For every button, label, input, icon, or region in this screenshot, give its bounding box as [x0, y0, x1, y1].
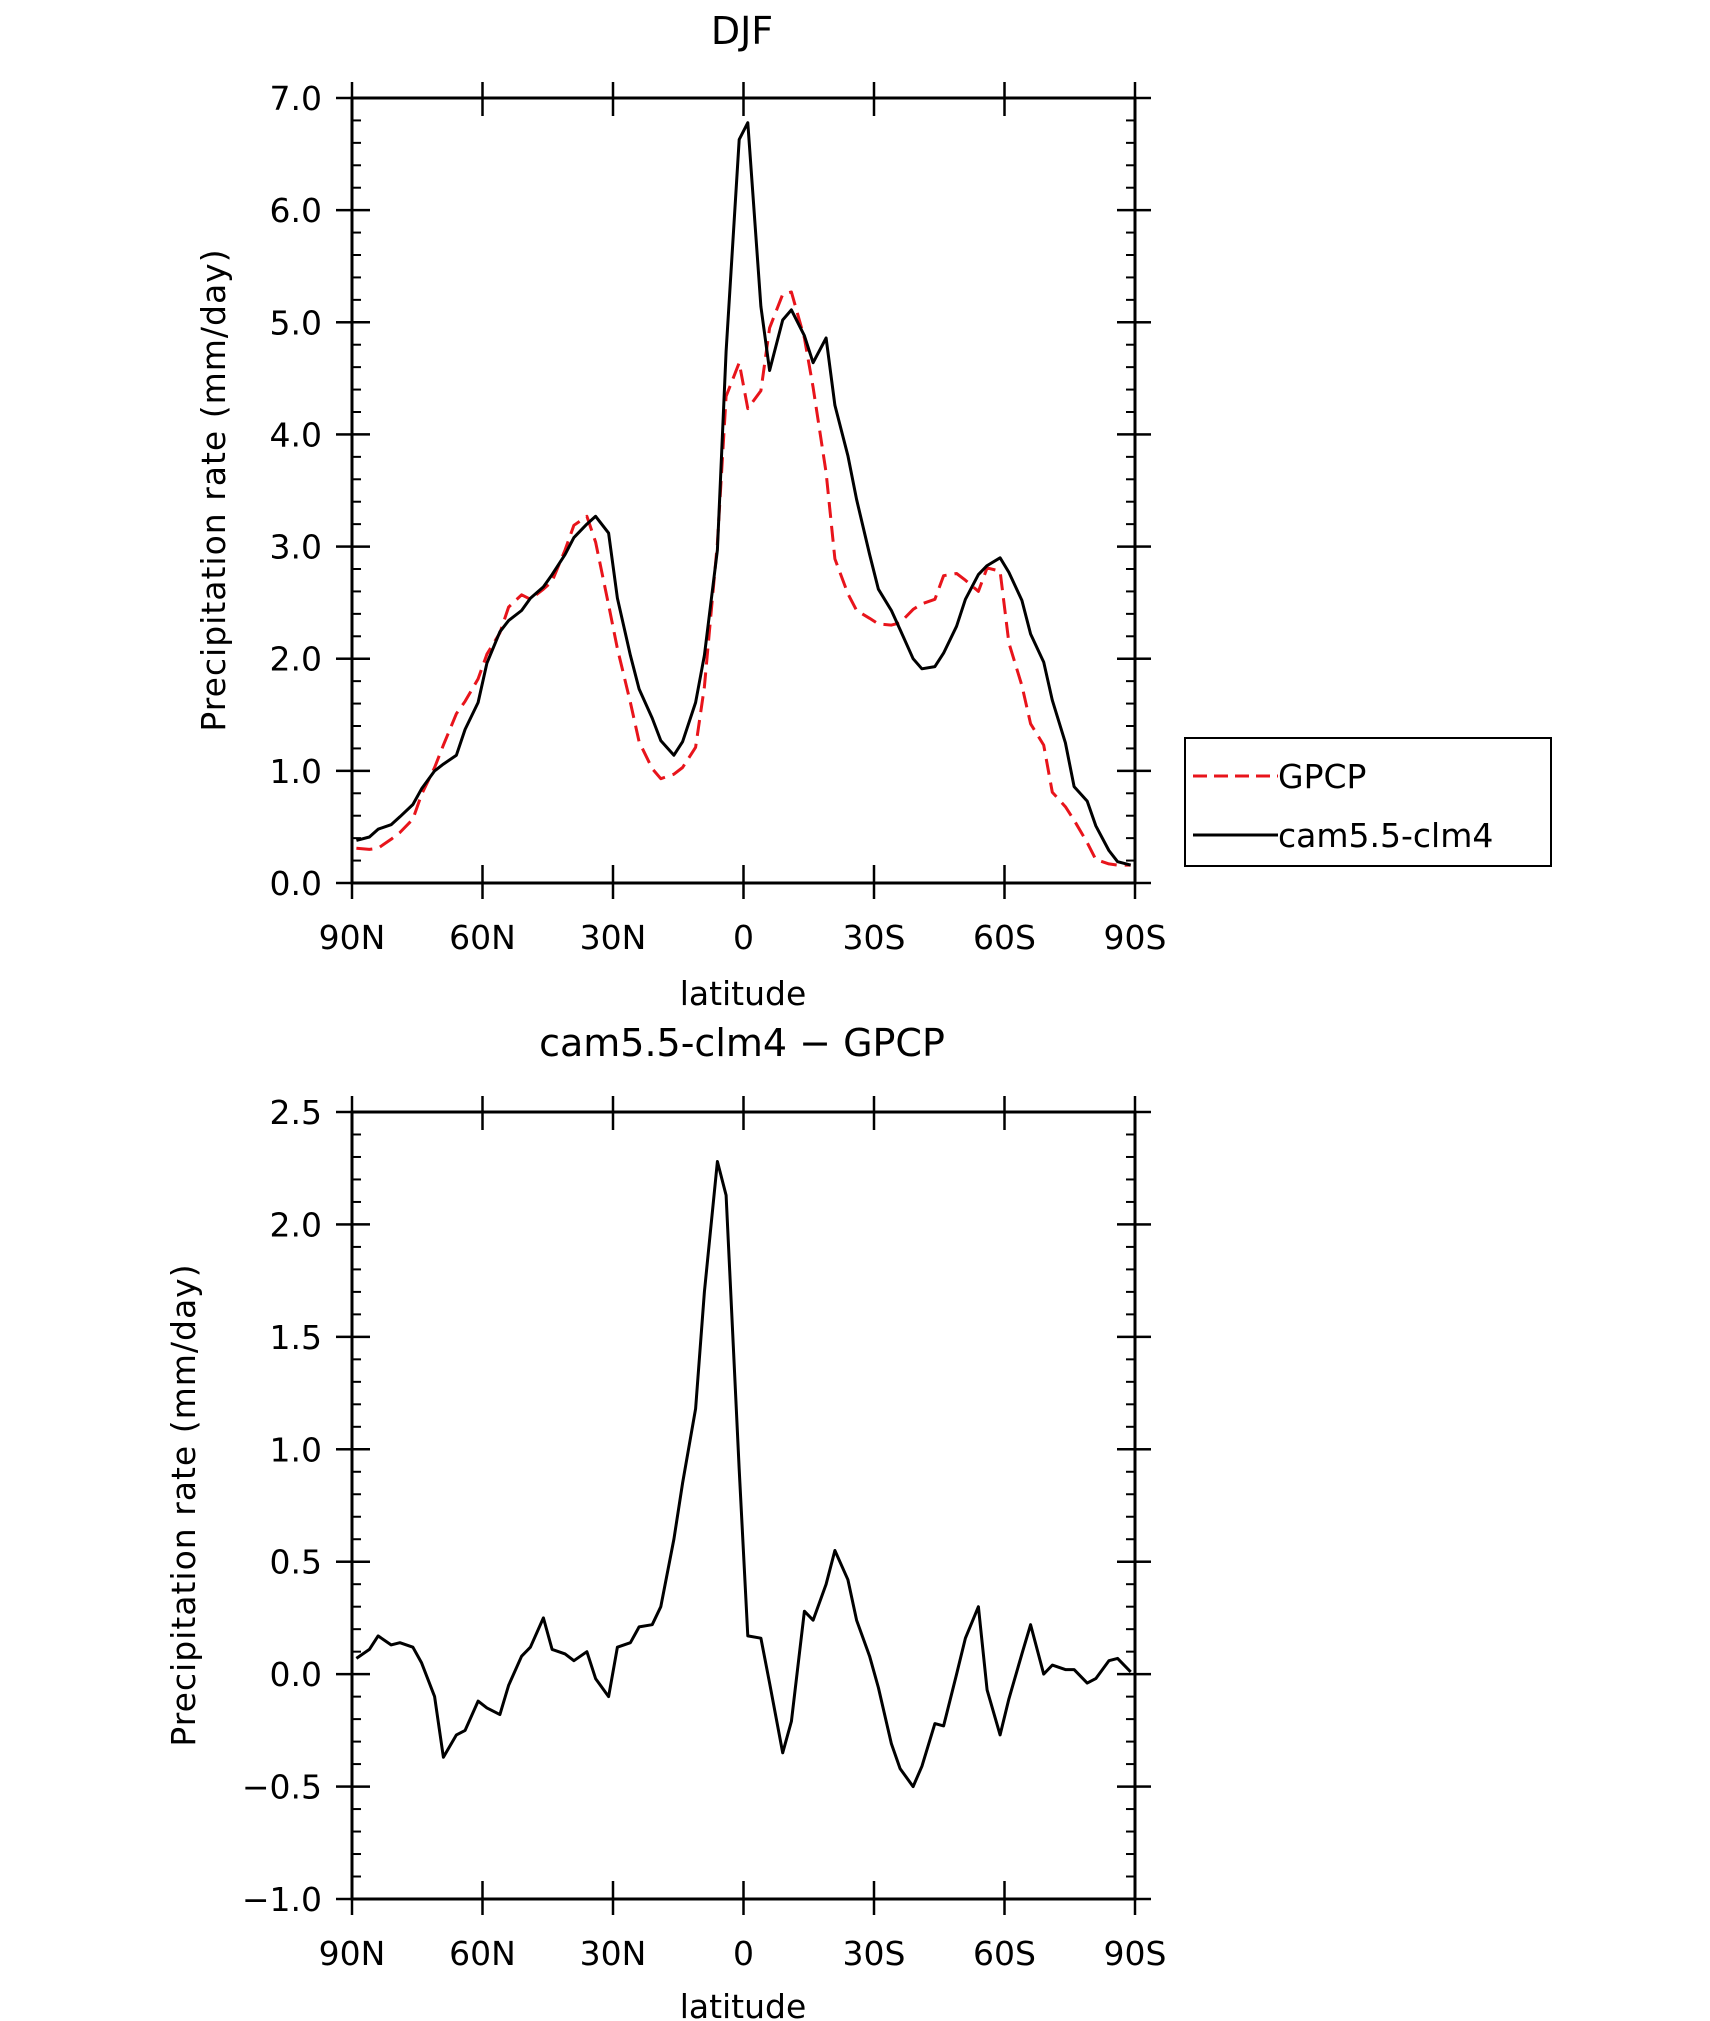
bottom-y-tick-label: 1.0 — [270, 1430, 322, 1469]
top-chart-title: DJF — [711, 9, 773, 53]
top-x-tick-label: 0 — [733, 918, 754, 957]
top-y-tick-label: 6.0 — [270, 191, 322, 230]
bottom-series-line-difference — [355, 1160, 1132, 1789]
top-tick-marks — [336, 82, 1151, 899]
top-y-tick-label: 7.0 — [270, 79, 322, 118]
bottom-y-tick-label: 0.0 — [270, 1655, 322, 1694]
bottom-plot-frame — [350, 1110, 1137, 1901]
top-x-axis-label: latitude — [680, 974, 807, 1013]
bottom-chart-title: cam5.5-clm4 − GPCP — [539, 1021, 945, 1065]
bottom-y-tick-label: 1.5 — [270, 1318, 322, 1357]
top-x-tick-labels: 90N 60N 30N 0 30S 60S 90S — [319, 918, 1167, 957]
legend-label-cam: cam5.5-clm4 — [1278, 816, 1493, 855]
bottom-x-tick-label: 0 — [733, 1934, 754, 1973]
top-x-tick-label: 90N — [319, 918, 386, 957]
bottom-x-tick-labels: 90N 60N 30N 0 30S 60S 90S — [319, 1934, 1167, 1973]
bottom-x-tick-label: 30S — [843, 1934, 906, 1973]
top-y-tick-label: 1.0 — [270, 752, 322, 791]
bottom-y-tick-labels: −1.0 −0.5 0.0 0.5 1.0 1.5 2.0 2.5 — [242, 1093, 322, 1919]
top-y-tick-labels: 0.0 1.0 2.0 3.0 4.0 5.0 6.0 7.0 — [270, 79, 322, 903]
bottom-y-tick-label: 2.5 — [270, 1093, 322, 1132]
top-series-line-gpcp — [356, 290, 1131, 867]
top-y-tick-label: 0.0 — [270, 864, 322, 903]
top-y-tick-label: 4.0 — [270, 415, 322, 454]
top-y-tick-label: 2.0 — [270, 640, 322, 679]
bottom-y-tick-label: −1.0 — [242, 1880, 322, 1919]
bottom-x-tick-label: 90N — [319, 1934, 386, 1973]
top-x-tick-label: 60S — [973, 918, 1036, 957]
bottom-y-tick-label: 0.5 — [270, 1543, 322, 1582]
bottom-x-axis-label: latitude — [680, 1987, 807, 2021]
legend: GPCP cam5.5-clm4 — [1184, 737, 1552, 867]
bottom-panel: cam5.5-clm4 − GPCP −1.0 −0.5 0.0 0.5 1.0 1.5 2… — [164, 1021, 1166, 2021]
bottom-y-tick-label: −0.5 — [242, 1768, 322, 1807]
top-x-tick-label: 30S — [843, 918, 906, 957]
bottom-y-tick-label: 2.0 — [270, 1205, 322, 1244]
top-plot-frame — [350, 96, 1137, 885]
legend-box — [1184, 737, 1552, 867]
bottom-x-tick-label: 60N — [449, 1934, 516, 1973]
top-x-tick-label: 90S — [1104, 918, 1167, 957]
bottom-x-tick-label: 90S — [1104, 1934, 1167, 1973]
bottom-y-axis-label: Precipitation rate (mm/day) — [164, 1263, 203, 1746]
bottom-x-tick-label: 60S — [973, 1934, 1036, 1973]
top-y-tick-label: 3.0 — [270, 528, 322, 567]
bottom-tick-marks — [336, 1096, 1151, 1915]
top-x-tick-label: 60N — [449, 918, 516, 957]
top-panel: DJF 0.0 1.0 2.0 3.0 4.0 5.0 6.0 7.0 90N 60N 30N 0 3… — [194, 9, 1552, 1013]
top-x-tick-label: 30N — [580, 918, 647, 957]
bottom-series-group — [355, 1160, 1132, 1789]
bottom-x-tick-label: 30N — [580, 1934, 647, 1973]
top-y-axis-label: Precipitation rate (mm/day) — [194, 248, 233, 731]
top-series-group — [356, 121, 1132, 867]
top-series-line-cam5-5-clm4 — [356, 121, 1132, 867]
legend-label-gpcp: GPCP — [1278, 757, 1366, 796]
top-y-tick-label: 5.0 — [270, 303, 322, 342]
